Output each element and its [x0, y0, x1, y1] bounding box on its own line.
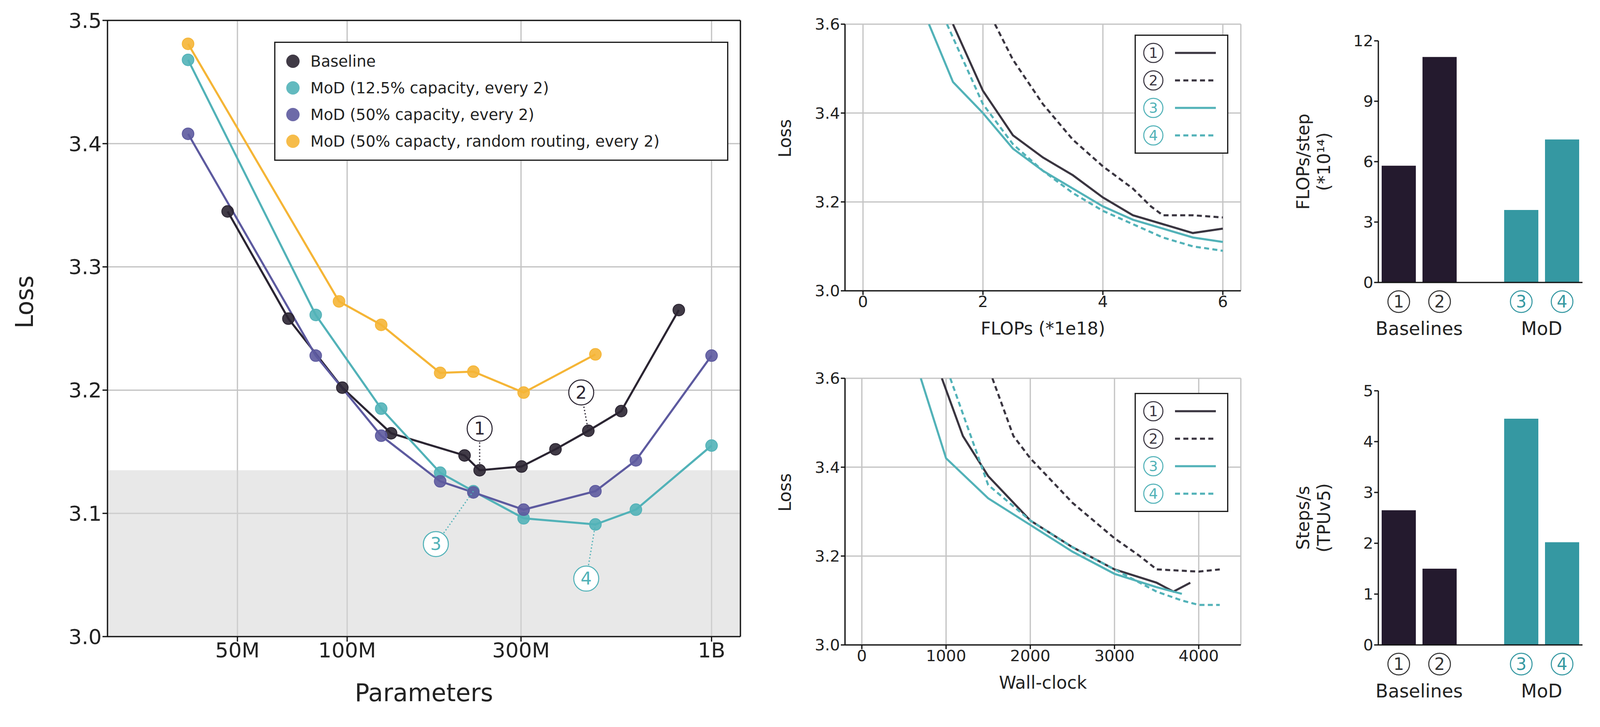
svg-text:0: 0 [1363, 273, 1374, 292]
svg-text:3.2: 3.2 [815, 547, 840, 566]
svg-text:Parameters: Parameters [355, 678, 494, 708]
html-text:MoD (50% capacty, random routi: MoD (50% capacty, random routing, every … [310, 132, 660, 151]
svg-text:4: 4 [1148, 485, 1158, 503]
svg-text:3: 3 [1515, 292, 1527, 312]
svg-text:2: 2 [1148, 72, 1158, 89]
svg-text:3.0: 3.0 [815, 281, 840, 300]
svg-text:3: 3 [1363, 212, 1374, 232]
svg-text:1: 1 [1148, 44, 1158, 62]
svg-text:3.6: 3.6 [815, 369, 840, 388]
svg-text:3000: 3000 [1094, 646, 1135, 665]
svg-text:3.3: 3.3 [68, 255, 102, 280]
svg-text:3.4: 3.4 [815, 458, 840, 477]
svg-text:4: 4 [1556, 292, 1568, 312]
html-text:Baseline: Baseline [310, 52, 376, 71]
svg-text:50M: 50M [215, 638, 260, 663]
svg-text:1000: 1000 [925, 646, 967, 665]
svg-text:Loss: Loss [778, 473, 795, 512]
svg-text:3.0: 3.0 [815, 635, 840, 655]
svg-text:2: 2 [977, 292, 988, 311]
svg-text:4: 4 [1148, 127, 1158, 144]
svg-text:1: 1 [1393, 654, 1404, 674]
svg-text:3: 3 [1363, 483, 1374, 502]
svg-text:4: 4 [1097, 292, 1108, 311]
svg-text:Steps/s(TPUv5): Steps/s(TPUv5) [1292, 483, 1335, 553]
svg-text:3.5: 3.5 [68, 8, 102, 33]
svg-text:6: 6 [1217, 292, 1228, 311]
html-text:MoD (50% capacity, every 2): MoD (50% capacity, every 2) [310, 105, 535, 124]
svg-text:2: 2 [575, 382, 588, 403]
svg-text:1B: 1B [697, 638, 726, 663]
svg-text:2: 2 [1148, 430, 1158, 448]
svg-text:3.2: 3.2 [815, 192, 840, 212]
svg-text:0: 0 [1363, 635, 1374, 655]
svg-text:4: 4 [1556, 654, 1568, 674]
svg-text:100M: 100M [318, 638, 377, 663]
svg-text:3: 3 [1148, 457, 1158, 475]
svg-text:3: 3 [1148, 99, 1158, 117]
svg-text:3.4: 3.4 [815, 104, 840, 123]
svg-text:2: 2 [1434, 292, 1445, 312]
svg-text:3: 3 [430, 533, 442, 555]
svg-text:3.6: 3.6 [815, 15, 840, 34]
svg-text:0: 0 [856, 646, 867, 665]
svg-text:12: 12 [1353, 31, 1374, 50]
svg-text:6: 6 [1363, 152, 1374, 171]
svg-text:3.4: 3.4 [68, 132, 102, 157]
svg-text:Loss: Loss [10, 275, 39, 329]
svg-text:1: 1 [1148, 402, 1158, 420]
svg-text:MoD: MoD [1521, 680, 1563, 702]
svg-text:4: 4 [1363, 432, 1374, 451]
svg-text:4: 4 [580, 568, 593, 589]
svg-text:1: 1 [474, 418, 486, 439]
svg-text:2: 2 [1434, 654, 1445, 674]
svg-text:5: 5 [1363, 381, 1374, 400]
svg-text:FLOPs (*1e18): FLOPs (*1e18) [980, 318, 1106, 339]
svg-text:Wall-clock: Wall-clock [999, 672, 1088, 693]
svg-text:FLOPs/step(*10¹⁴): FLOPs/step(*10¹⁴) [1292, 113, 1335, 210]
svg-text:3.0: 3.0 [68, 625, 102, 650]
svg-text:9: 9 [1363, 92, 1374, 111]
svg-text:0: 0 [857, 292, 868, 311]
svg-text:MoD: MoD [1521, 317, 1563, 340]
html-text:MoD (12.5% capacity, every 2): MoD (12.5% capacity, every 2) [310, 78, 549, 97]
svg-text:3: 3 [1515, 654, 1527, 674]
svg-text:2: 2 [1363, 534, 1374, 553]
svg-text:1: 1 [1363, 585, 1374, 604]
svg-text:300M: 300M [492, 638, 550, 663]
svg-text:3.1: 3.1 [68, 501, 102, 526]
svg-text:Baselines: Baselines [1375, 317, 1463, 340]
svg-text:3.2: 3.2 [68, 378, 102, 403]
svg-text:Baselines: Baselines [1375, 680, 1463, 702]
svg-text:2000: 2000 [1010, 646, 1051, 665]
svg-text:4000: 4000 [1178, 646, 1220, 665]
svg-text:Loss: Loss [778, 119, 795, 158]
svg-text:1: 1 [1393, 292, 1404, 312]
